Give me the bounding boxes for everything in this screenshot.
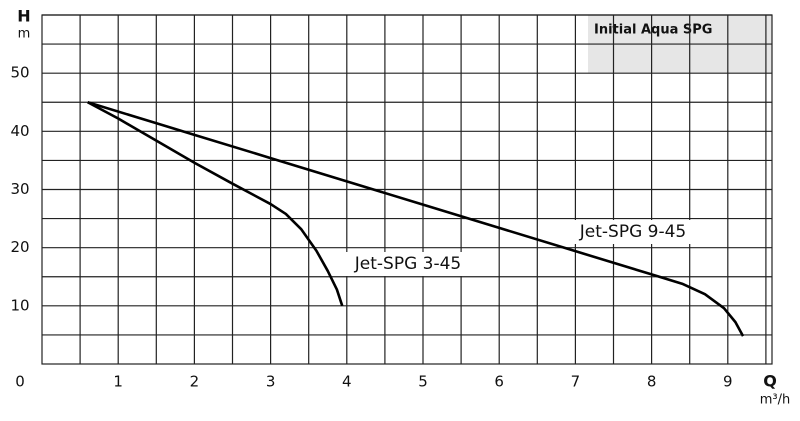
- y-tick-label: 50: [10, 64, 29, 82]
- x-tick-label: 4: [342, 373, 352, 391]
- y-tick-label: 10: [10, 296, 29, 314]
- y-tick-label: 20: [10, 238, 29, 256]
- x-tick-label: 2: [190, 373, 200, 391]
- chart-title: Initial Aqua SPG: [594, 23, 712, 38]
- x-tick-label: 6: [494, 373, 504, 391]
- origin-label: 0: [15, 373, 25, 391]
- y-axis-unit: m: [18, 27, 31, 42]
- x-tick-label: 9: [723, 373, 733, 391]
- y-axis-label: H: [17, 7, 30, 26]
- series-label-bg: [346, 252, 470, 276]
- y-tick-label: 40: [10, 122, 29, 140]
- series-label-bg: [571, 220, 695, 244]
- x-tick-label: 8: [647, 373, 657, 391]
- series-label: Jet-SPG 9-45: [579, 222, 686, 242]
- x-axis-unit: m³/h: [760, 393, 791, 408]
- x-tick-label: 5: [418, 373, 428, 391]
- y-tick-label: 30: [10, 180, 29, 198]
- series-line: [87, 101, 745, 337]
- x-tick-label: 3: [266, 373, 276, 391]
- series-label: Jet-SPG 3-45: [354, 254, 461, 274]
- x-tick-label: 1: [113, 373, 123, 391]
- x-tick-label: 7: [571, 373, 581, 391]
- series-line: [87, 101, 344, 307]
- x-axis-label: Q: [763, 372, 777, 391]
